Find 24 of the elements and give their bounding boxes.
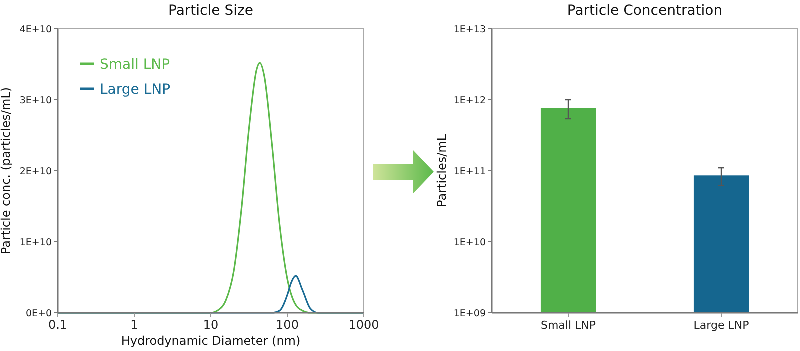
y-tick-label: 1E+13	[454, 24, 486, 36]
y-tick-label: 1E+09	[454, 308, 486, 320]
y-tick-label: 1E+10	[20, 237, 52, 248]
x-tick-label: 0.1	[48, 318, 68, 332]
y-tick-label: 3E+10	[20, 95, 52, 106]
x-tick-label: 10	[203, 318, 219, 332]
y-tick-label: 4E+10	[20, 24, 52, 36]
x-tick-label: 100	[276, 318, 299, 332]
y-tick-label: 2E+10	[20, 166, 52, 178]
x-axis-title: Hydrodynamic Diameter (nm)	[121, 334, 301, 348]
y-tick-label: 1E+11	[454, 166, 486, 178]
legend-label: Small LNP	[100, 57, 170, 73]
x-tick-label: 1000	[348, 318, 380, 332]
y-tick-label: 1E+12	[454, 95, 486, 106]
legend-label: Large LNP	[100, 82, 171, 98]
x-tick-label: Small LNP	[540, 319, 596, 332]
y-tick-label: 0E+0	[26, 308, 52, 320]
x-tick-label: 1	[130, 318, 138, 332]
x-tick-label: Large LNP	[694, 319, 750, 332]
y-tick-label: 1E+10	[454, 237, 486, 248]
chart-title: Particle Size	[168, 3, 254, 19]
chart-title: Particle Concentration	[567, 3, 723, 19]
y-axis-title: Particles/mL	[435, 134, 449, 208]
y-axis-title: Particle conc. (particles/mL)	[0, 87, 13, 255]
